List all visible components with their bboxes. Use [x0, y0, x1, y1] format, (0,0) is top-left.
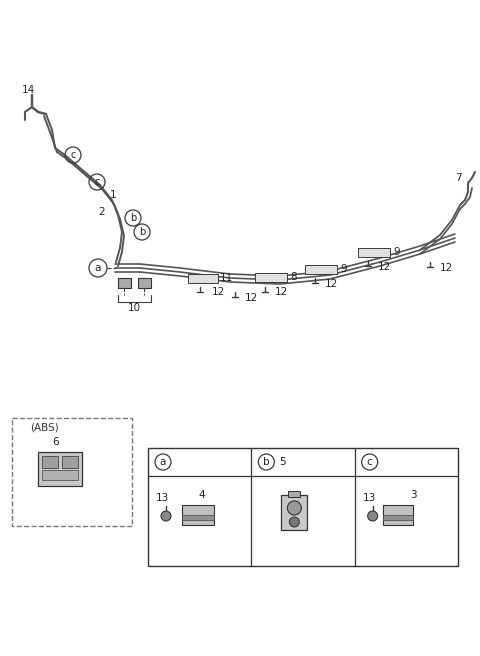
Circle shape [161, 511, 171, 521]
Text: 12: 12 [245, 293, 258, 303]
Text: 10: 10 [127, 303, 141, 313]
Bar [38, 452, 82, 486]
Text: 13: 13 [363, 493, 376, 503]
Bar [288, 491, 300, 497]
Text: b: b [139, 227, 145, 237]
Bar [305, 265, 337, 274]
Bar [255, 273, 287, 282]
Bar [138, 278, 151, 288]
Bar [182, 505, 214, 525]
Bar [383, 515, 413, 520]
Text: 12: 12 [275, 287, 288, 297]
Text: a: a [160, 457, 166, 467]
Text: 11: 11 [220, 273, 233, 283]
Circle shape [289, 517, 300, 527]
Bar [281, 495, 307, 530]
Text: 2: 2 [98, 207, 105, 217]
Bar [383, 505, 413, 525]
Text: 4: 4 [198, 490, 204, 500]
Circle shape [368, 511, 378, 521]
Text: b: b [263, 457, 270, 467]
Bar [42, 470, 78, 480]
Text: 12: 12 [378, 262, 391, 272]
Bar [42, 456, 58, 468]
Text: 9: 9 [393, 247, 400, 257]
Text: 12: 12 [440, 263, 453, 273]
Bar [62, 456, 78, 468]
Text: 8: 8 [290, 272, 297, 282]
Text: 12: 12 [325, 279, 338, 289]
Text: 9: 9 [340, 264, 347, 274]
Text: 5: 5 [279, 457, 286, 467]
Text: a: a [95, 263, 101, 273]
Text: c: c [367, 457, 372, 467]
Text: 3: 3 [409, 490, 416, 500]
Bar [148, 448, 458, 566]
Text: 1: 1 [110, 190, 117, 200]
Bar [118, 278, 131, 288]
Text: 14: 14 [22, 85, 35, 95]
Text: b: b [130, 213, 136, 223]
Text: 12: 12 [212, 287, 225, 297]
Bar [188, 274, 218, 283]
Text: 13: 13 [156, 493, 169, 503]
Circle shape [288, 501, 301, 515]
Text: 6: 6 [52, 437, 59, 447]
Text: 7: 7 [455, 173, 462, 183]
Text: c: c [94, 177, 100, 187]
Bar [182, 515, 214, 520]
Text: (ABS): (ABS) [30, 423, 59, 433]
Bar [12, 418, 132, 526]
Bar [358, 248, 390, 257]
Text: c: c [70, 150, 76, 160]
